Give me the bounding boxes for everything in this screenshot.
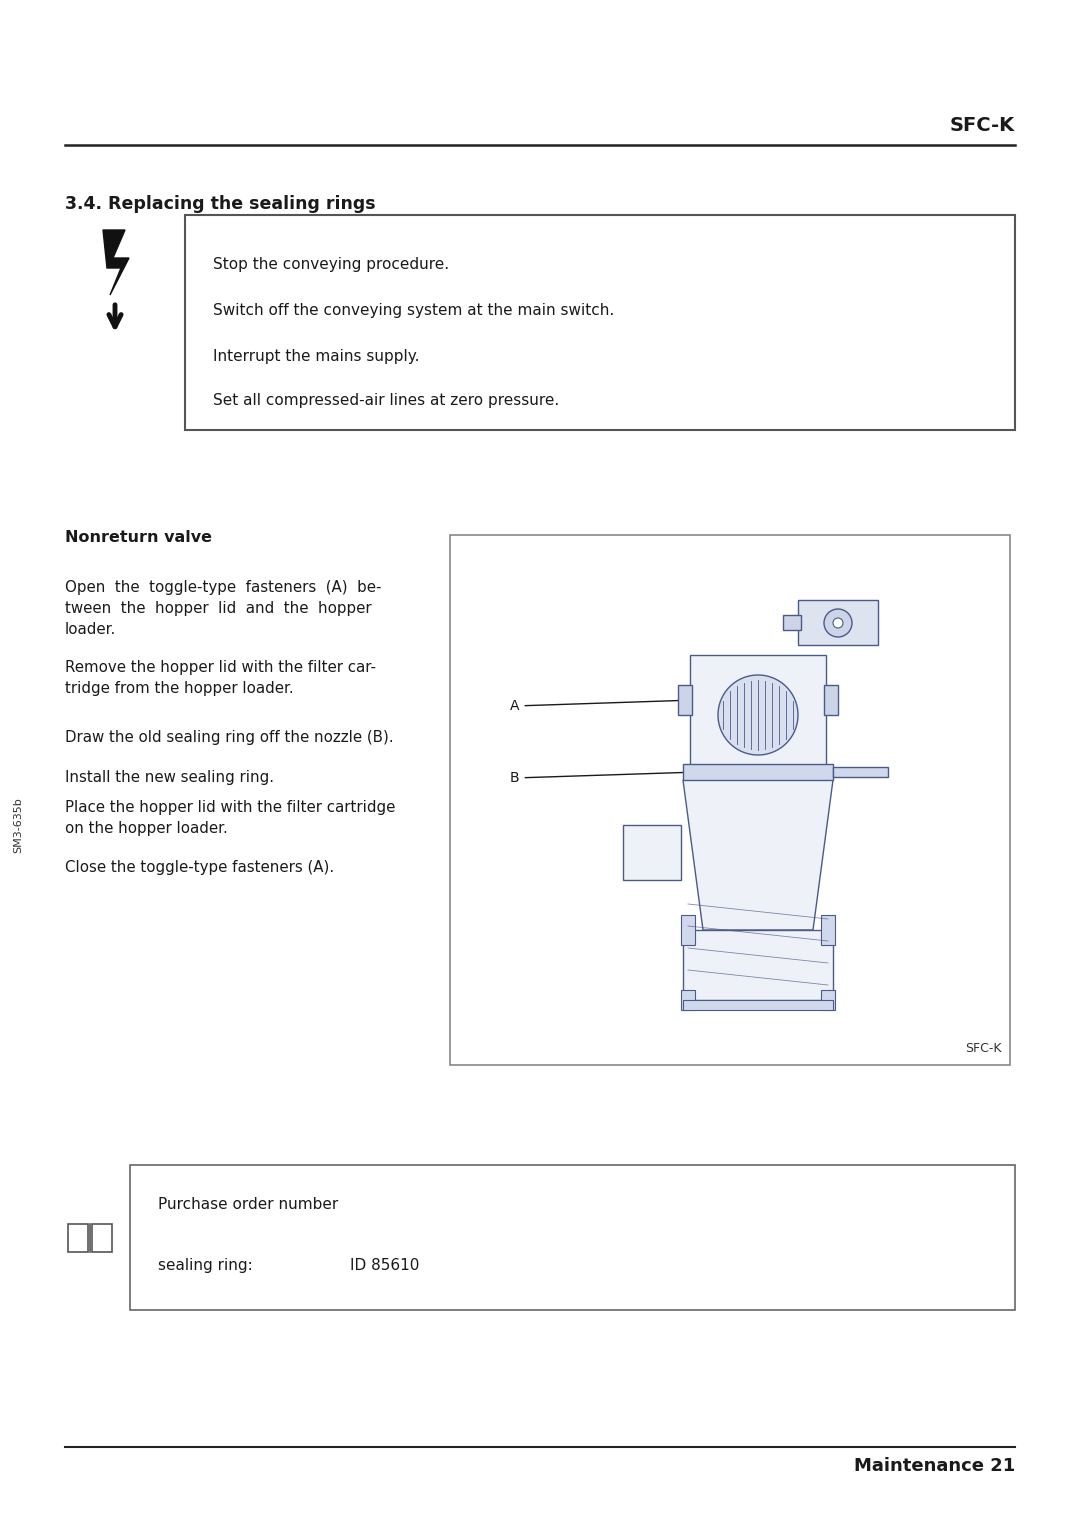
Bar xyxy=(690,656,826,770)
Bar xyxy=(683,1000,833,1010)
Text: SFC-K: SFC-K xyxy=(950,116,1015,136)
Text: SM3-635b: SM3-635b xyxy=(13,798,23,852)
Bar xyxy=(185,215,1015,430)
Circle shape xyxy=(833,618,843,628)
Bar xyxy=(683,764,833,779)
Bar xyxy=(833,767,888,778)
Bar xyxy=(678,685,692,715)
Polygon shape xyxy=(683,779,833,930)
Text: Open  the  toggle-type  fasteners  (A)  be-
tween  the  hopper  lid  and  the  h: Open the toggle-type fasteners (A) be- t… xyxy=(65,580,381,637)
Text: Maintenance 21: Maintenance 21 xyxy=(854,1456,1015,1475)
Text: A: A xyxy=(510,698,692,714)
Text: Draw the old sealing ring off the nozzle (B).: Draw the old sealing ring off the nozzle… xyxy=(65,730,393,746)
Text: Purchase order number: Purchase order number xyxy=(158,1197,338,1212)
Text: Close the toggle-type fasteners (A).: Close the toggle-type fasteners (A). xyxy=(65,860,334,875)
Text: B: B xyxy=(510,772,696,785)
Bar xyxy=(68,1223,87,1252)
Bar xyxy=(821,990,835,1010)
Bar xyxy=(130,1165,1015,1310)
Bar xyxy=(683,930,833,1000)
Text: 3.4. Replacing the sealing rings: 3.4. Replacing the sealing rings xyxy=(65,195,376,214)
Text: Switch off the conveying system at the main switch.: Switch off the conveying system at the m… xyxy=(213,303,615,319)
Circle shape xyxy=(718,676,798,755)
Bar xyxy=(92,1223,112,1252)
Text: Stop the conveying procedure.: Stop the conveying procedure. xyxy=(213,258,449,271)
Bar xyxy=(783,615,801,630)
Text: Nonreturn valve: Nonreturn valve xyxy=(65,531,212,544)
Text: ID 85610: ID 85610 xyxy=(350,1258,419,1273)
Text: Remove the hopper lid with the filter car-
tridge from the hopper loader.: Remove the hopper lid with the filter ca… xyxy=(65,660,376,695)
Text: Place the hopper lid with the filter cartridge
on the hopper loader.: Place the hopper lid with the filter car… xyxy=(65,801,395,836)
Bar xyxy=(681,990,696,1010)
Text: Set all compressed-air lines at zero pressure.: Set all compressed-air lines at zero pre… xyxy=(213,393,559,409)
Bar xyxy=(623,825,681,880)
Text: Install the new sealing ring.: Install the new sealing ring. xyxy=(65,770,274,785)
Bar xyxy=(824,685,838,715)
Bar xyxy=(681,915,696,946)
Polygon shape xyxy=(103,230,129,294)
Text: SFC-K: SFC-K xyxy=(966,1042,1002,1055)
Bar xyxy=(798,599,878,645)
Circle shape xyxy=(824,608,852,637)
Text: Interrupt the mains supply.: Interrupt the mains supply. xyxy=(213,349,419,364)
Bar xyxy=(821,915,835,946)
Text: sealing ring:: sealing ring: xyxy=(158,1258,253,1273)
Bar xyxy=(450,535,1010,1064)
